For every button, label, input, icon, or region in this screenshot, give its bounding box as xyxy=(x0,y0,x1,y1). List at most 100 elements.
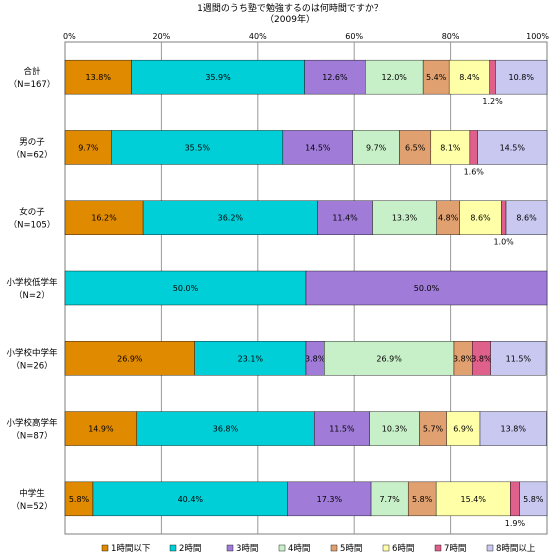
bar-segment xyxy=(304,59,366,95)
x-tick-label: 0% xyxy=(63,32,76,41)
legend-label: 7時間 xyxy=(444,544,466,554)
data-label: 16.2% xyxy=(91,214,117,223)
bar-segment xyxy=(305,270,548,306)
category-n-label: （N=105） xyxy=(9,220,56,231)
legend-label: 4時間 xyxy=(288,544,310,554)
x-tick-label: 20% xyxy=(153,32,171,41)
bar-segment xyxy=(435,481,511,517)
category-label: 中学生 xyxy=(19,488,45,499)
bar-segment xyxy=(352,130,400,165)
bar-segment xyxy=(317,200,373,235)
data-label: 8.4% xyxy=(459,73,480,82)
data-label: 9.7% xyxy=(78,143,99,152)
bar-segment xyxy=(282,130,353,165)
bar-segment xyxy=(407,481,437,517)
bar-segment xyxy=(365,59,424,95)
category-n-label: （N=26） xyxy=(11,360,52,371)
data-label: 1.0% xyxy=(493,238,514,247)
data-label: 6.5% xyxy=(405,143,426,152)
data-label: 3.8% xyxy=(471,354,492,363)
legend: 1時間以下 2時間 3時間 4時間 5時間 6時間 7時間 8時間以上 xyxy=(101,544,536,554)
category-n-label: （N=2） xyxy=(14,290,50,301)
legend-label: 2時間 xyxy=(179,544,201,554)
bar-segment xyxy=(92,481,288,517)
data-label: 14.9% xyxy=(88,425,114,434)
data-label: 12.0% xyxy=(381,73,407,82)
legend-swatch xyxy=(486,544,494,552)
category-n-label: （N=52） xyxy=(11,501,52,512)
legend-label: 5時間 xyxy=(340,544,362,554)
bar-segment xyxy=(477,130,548,165)
category-label: 小学校中学年 xyxy=(6,347,58,358)
bar-segment xyxy=(287,481,372,517)
data-label: 50.0% xyxy=(414,284,440,293)
bar-segment xyxy=(489,59,496,95)
data-label: 5.7% xyxy=(423,425,444,434)
legend-swatch xyxy=(101,544,109,552)
bar-segment xyxy=(64,59,132,95)
data-label: 1.2% xyxy=(482,97,503,106)
bar-segment xyxy=(313,411,370,446)
bars: 13.8% 35.9% 12.6% 12.0% 5.4% 8.4% 1.2% 10.8% 9.7… xyxy=(64,59,548,528)
category-label: 小学校低学年 xyxy=(6,277,58,288)
data-label: 23.1% xyxy=(238,354,264,363)
data-label: 35.9% xyxy=(205,73,231,82)
data-label: 5.8% xyxy=(523,495,544,504)
bar-segment xyxy=(64,411,138,446)
legend-swatch xyxy=(382,544,390,552)
legend-swatch xyxy=(226,544,234,552)
data-label: 9.7% xyxy=(366,143,387,152)
bar-segment xyxy=(501,200,507,235)
data-label: 15.4% xyxy=(461,495,487,504)
bar-segment xyxy=(142,200,318,235)
data-label: 3.8% xyxy=(453,354,474,363)
data-label: 13.8% xyxy=(86,73,112,82)
bar-segment xyxy=(399,130,432,165)
bar-segment xyxy=(495,59,548,95)
data-label: 7.7% xyxy=(379,495,400,504)
x-tick-label: 80% xyxy=(442,32,460,41)
bar-segment xyxy=(419,411,447,446)
bar-segment xyxy=(510,481,520,517)
bar-segment xyxy=(64,341,195,376)
bar-segment xyxy=(369,411,420,446)
category-n-label: （N=167） xyxy=(9,79,56,90)
bar-segment xyxy=(131,59,305,95)
data-label: 8.6% xyxy=(516,214,537,223)
data-label: 8.6% xyxy=(470,214,491,223)
bar-segment xyxy=(372,200,437,235)
x-axis-ticks: 0% 20% 40% 60% 80% 100% xyxy=(63,32,549,41)
data-label: 3.8% xyxy=(305,354,326,363)
data-label: 13.3% xyxy=(392,214,418,223)
data-label: 4.8% xyxy=(438,214,459,223)
data-label: 13.8% xyxy=(501,425,527,434)
bar-segment xyxy=(136,411,315,446)
bar-segment xyxy=(64,200,144,235)
data-label: 14.5% xyxy=(500,143,526,152)
data-label: 1.9% xyxy=(505,519,526,528)
data-label: 12.6% xyxy=(322,73,348,82)
category-n-label: （N=62） xyxy=(11,149,52,160)
bar-segment xyxy=(111,130,284,165)
data-label: 26.9% xyxy=(117,354,143,363)
data-label: 11.4% xyxy=(332,214,358,223)
data-label: 35.5% xyxy=(185,143,211,152)
bar-segment xyxy=(370,481,409,517)
legend-label: 1時間以下 xyxy=(111,544,151,554)
category-label: 女の子 xyxy=(19,207,45,218)
data-label: 5.8% xyxy=(412,495,433,504)
data-label: 6.9% xyxy=(453,425,474,434)
x-tick-label: 60% xyxy=(345,32,363,41)
data-label: 5.4% xyxy=(426,73,447,82)
x-tick-label: 100% xyxy=(526,32,549,41)
data-label: 11.5% xyxy=(329,425,355,434)
legend-swatch xyxy=(278,544,286,552)
legend-label: 3時間 xyxy=(236,544,258,554)
bar-segment xyxy=(64,481,94,517)
data-label: 14.5% xyxy=(305,143,331,152)
data-label: 17.3% xyxy=(317,495,343,504)
legend-swatch xyxy=(169,544,177,552)
bar-segment xyxy=(64,130,112,165)
data-label: 26.9% xyxy=(376,354,402,363)
